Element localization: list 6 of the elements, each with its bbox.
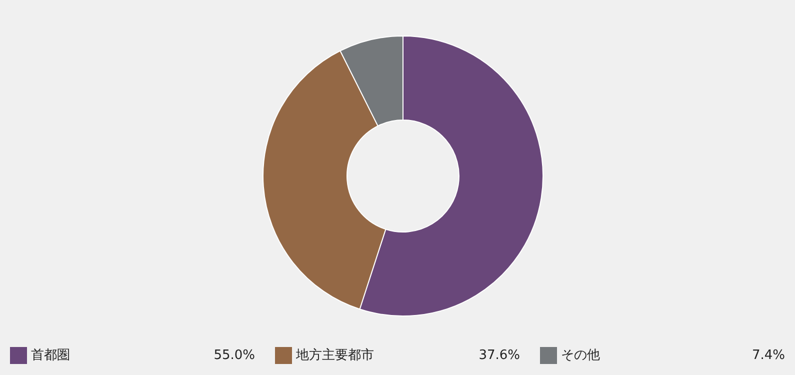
data-label: 37.6% bbox=[478, 348, 520, 362]
data-label: 7.4% bbox=[752, 348, 785, 362]
legend-label: 地方主要都市 bbox=[296, 347, 375, 364]
legend-label: 首都圏 bbox=[31, 347, 71, 364]
data-label: 55.0% bbox=[214, 348, 255, 362]
legend-label: その他 bbox=[561, 347, 601, 364]
